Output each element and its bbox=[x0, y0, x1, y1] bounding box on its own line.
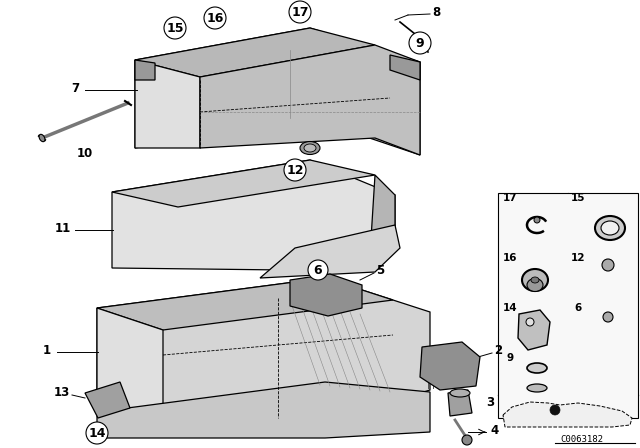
Polygon shape bbox=[518, 310, 550, 350]
Polygon shape bbox=[112, 160, 375, 207]
Text: 14: 14 bbox=[502, 303, 517, 313]
Text: 4: 4 bbox=[491, 423, 499, 436]
Text: 6: 6 bbox=[314, 263, 323, 276]
Circle shape bbox=[284, 159, 306, 181]
Circle shape bbox=[462, 435, 472, 445]
Circle shape bbox=[86, 422, 108, 444]
Polygon shape bbox=[200, 45, 420, 155]
Text: 15: 15 bbox=[166, 22, 184, 34]
Text: 12: 12 bbox=[571, 253, 585, 263]
Text: 9: 9 bbox=[416, 36, 424, 49]
Polygon shape bbox=[97, 308, 163, 412]
Text: 13: 13 bbox=[54, 385, 70, 399]
Polygon shape bbox=[135, 28, 420, 155]
Ellipse shape bbox=[531, 277, 539, 283]
Polygon shape bbox=[97, 382, 430, 438]
Text: 10: 10 bbox=[77, 146, 93, 159]
Ellipse shape bbox=[300, 142, 320, 155]
Text: C0063182: C0063182 bbox=[560, 435, 603, 444]
Ellipse shape bbox=[527, 279, 543, 292]
Circle shape bbox=[289, 1, 311, 23]
Polygon shape bbox=[97, 278, 393, 330]
Polygon shape bbox=[448, 390, 472, 416]
Text: 17: 17 bbox=[502, 193, 517, 203]
Text: 12: 12 bbox=[286, 164, 304, 177]
Ellipse shape bbox=[527, 384, 547, 392]
Circle shape bbox=[409, 32, 431, 54]
Ellipse shape bbox=[601, 221, 619, 235]
Text: 16: 16 bbox=[206, 12, 224, 25]
Polygon shape bbox=[260, 225, 400, 278]
Ellipse shape bbox=[595, 216, 625, 240]
Text: 17: 17 bbox=[291, 5, 308, 18]
Circle shape bbox=[603, 312, 613, 322]
Polygon shape bbox=[135, 28, 375, 77]
Polygon shape bbox=[135, 60, 200, 148]
Polygon shape bbox=[85, 382, 130, 418]
Text: 3: 3 bbox=[486, 396, 494, 409]
Text: 15: 15 bbox=[571, 193, 585, 203]
Text: 14: 14 bbox=[88, 426, 106, 439]
Text: 6: 6 bbox=[574, 303, 582, 313]
Circle shape bbox=[164, 17, 186, 39]
Text: 9: 9 bbox=[506, 353, 513, 363]
Ellipse shape bbox=[522, 269, 548, 291]
Polygon shape bbox=[370, 175, 395, 255]
Circle shape bbox=[534, 217, 540, 223]
Circle shape bbox=[526, 318, 534, 326]
Text: 7: 7 bbox=[71, 82, 79, 95]
Text: 2: 2 bbox=[494, 344, 502, 357]
Ellipse shape bbox=[450, 389, 470, 397]
Text: 16: 16 bbox=[503, 253, 517, 263]
Polygon shape bbox=[503, 402, 632, 427]
Ellipse shape bbox=[304, 144, 316, 152]
Circle shape bbox=[308, 260, 328, 280]
Ellipse shape bbox=[527, 363, 547, 373]
Text: 5: 5 bbox=[376, 263, 384, 276]
Polygon shape bbox=[97, 278, 430, 422]
Polygon shape bbox=[112, 160, 395, 270]
Polygon shape bbox=[420, 342, 480, 390]
Polygon shape bbox=[290, 274, 362, 316]
Text: 11: 11 bbox=[55, 221, 71, 234]
Circle shape bbox=[550, 405, 560, 415]
Circle shape bbox=[204, 7, 226, 29]
Text: 8: 8 bbox=[432, 5, 440, 18]
Polygon shape bbox=[135, 60, 155, 80]
Circle shape bbox=[602, 259, 614, 271]
Text: 1: 1 bbox=[43, 344, 51, 357]
Polygon shape bbox=[498, 193, 638, 418]
Ellipse shape bbox=[39, 134, 45, 142]
Polygon shape bbox=[390, 55, 420, 80]
